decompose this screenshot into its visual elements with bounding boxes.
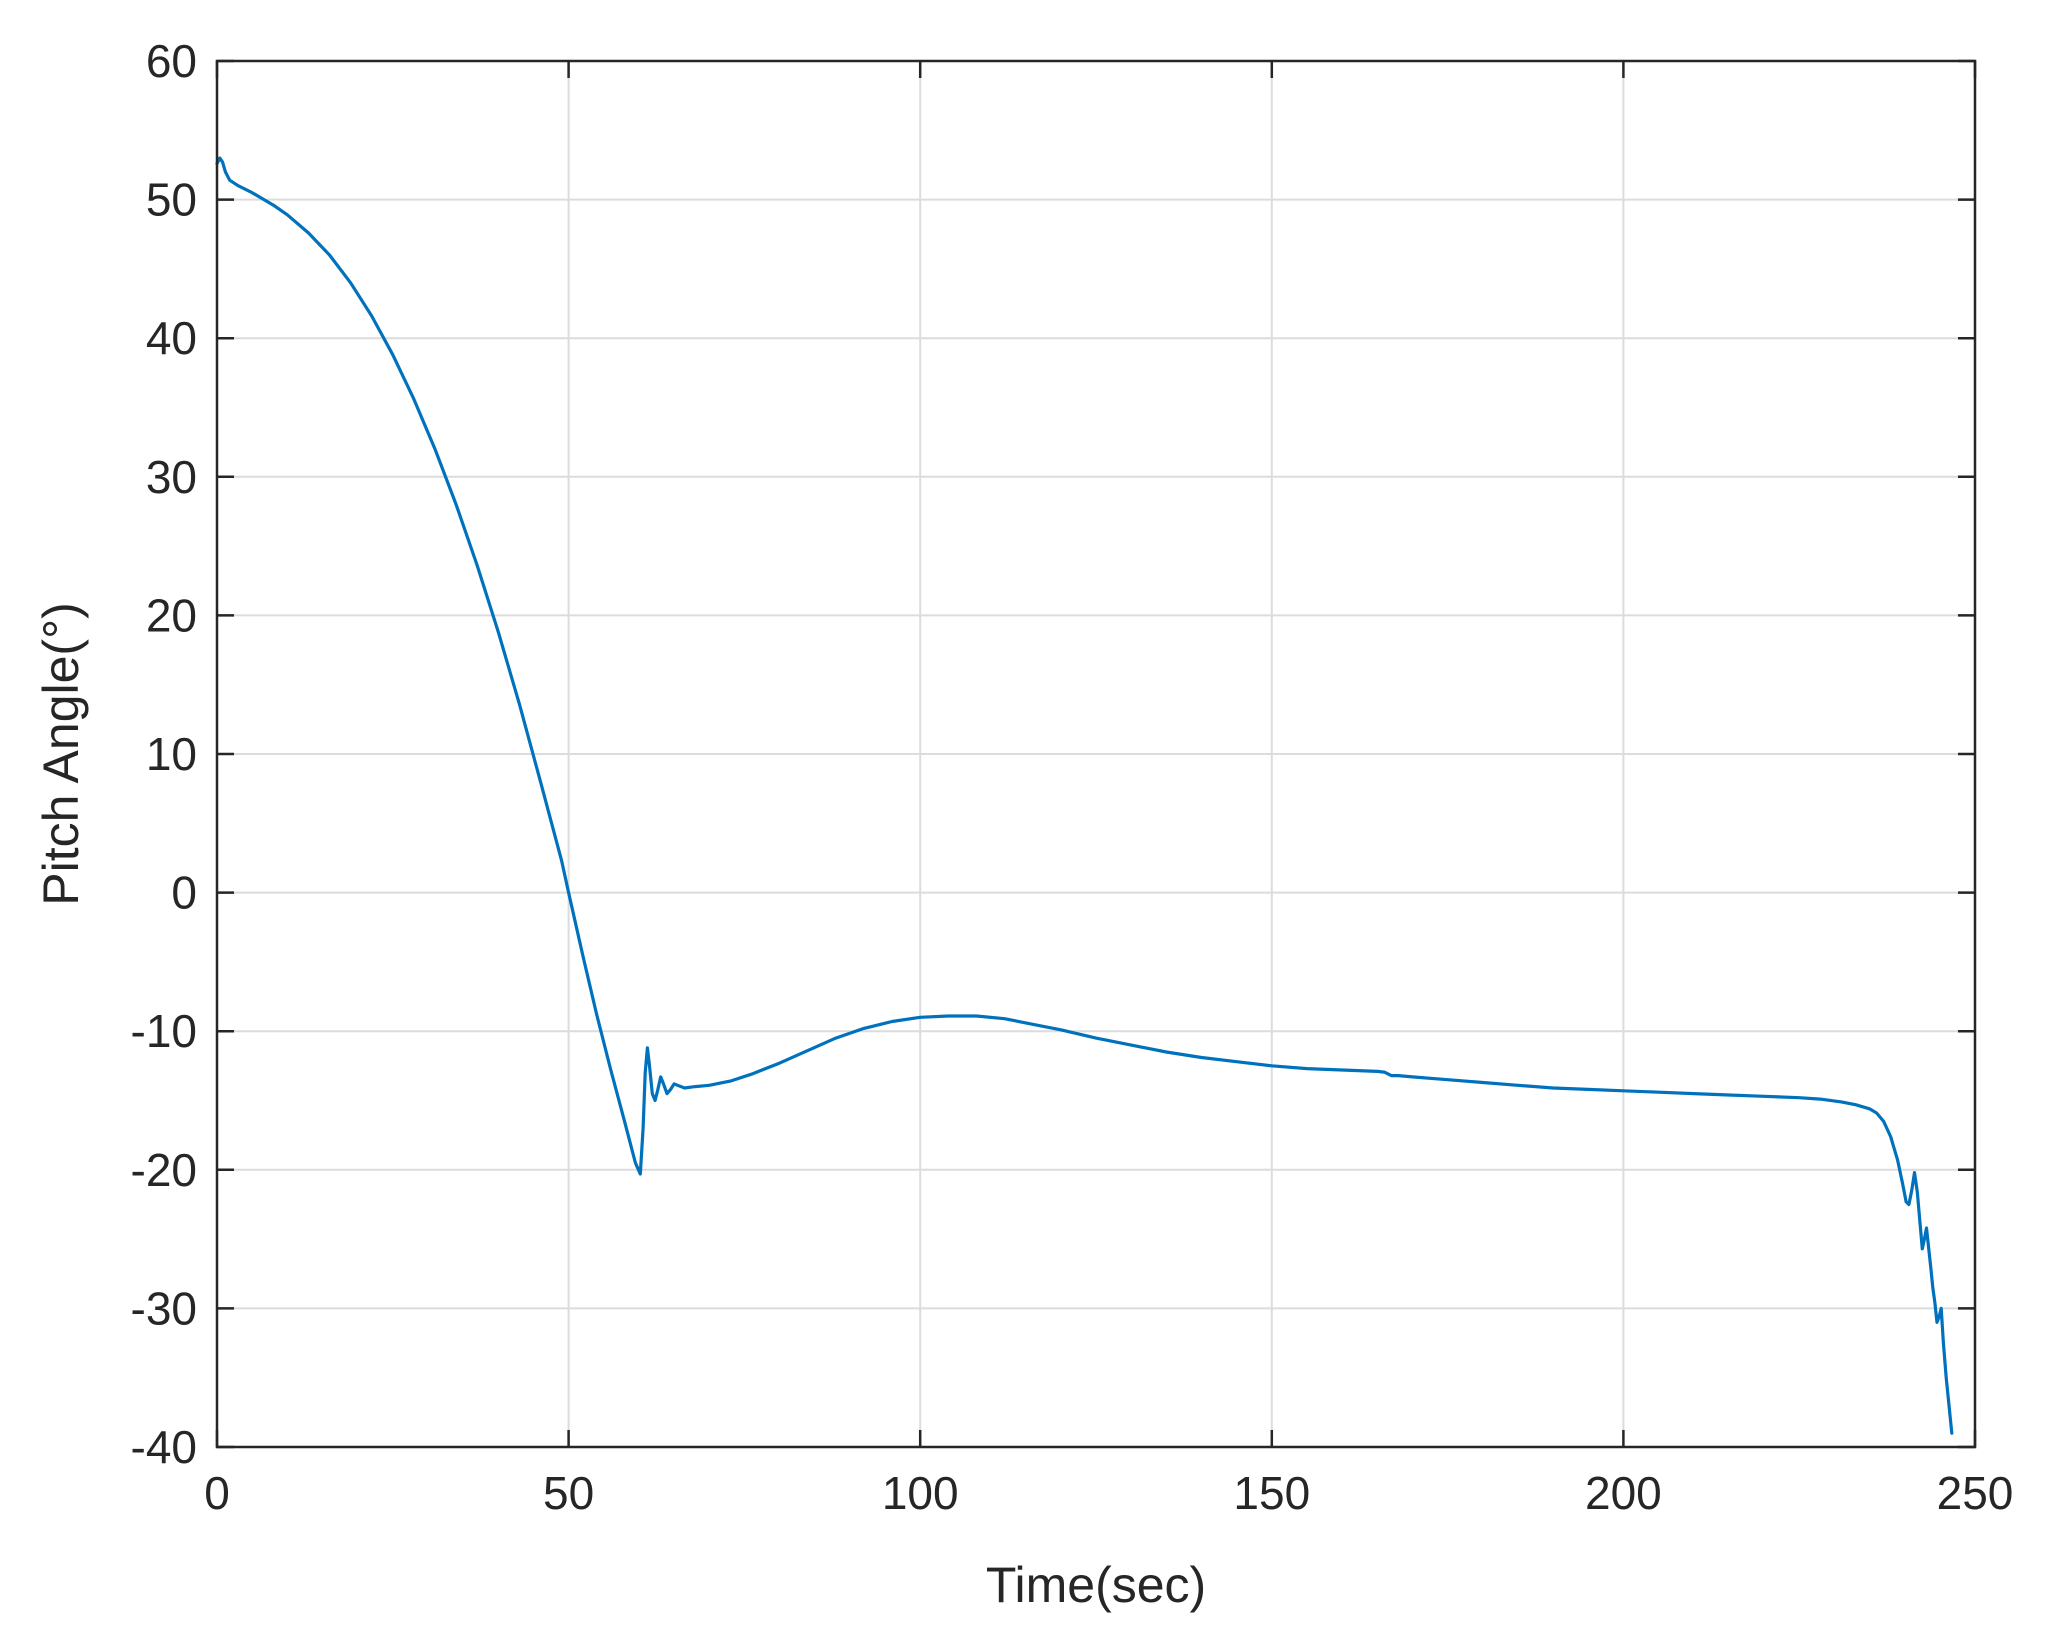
x-tick-label: 200 <box>1585 1467 1662 1519</box>
x-tick-label: 0 <box>204 1467 230 1519</box>
x-tick-label: 50 <box>543 1467 594 1519</box>
x-tick-label: 100 <box>882 1467 959 1519</box>
y-tick-label: -40 <box>131 1421 197 1473</box>
y-tick-label: -10 <box>131 1005 197 1057</box>
x-axis-label: Time(sec) <box>986 1557 1206 1613</box>
y-tick-label: 40 <box>146 312 197 364</box>
y-tick-label: 50 <box>146 174 197 226</box>
y-tick-label: 30 <box>146 451 197 503</box>
series-line <box>215 156 1954 1435</box>
y-tick-label: 20 <box>146 589 197 641</box>
data-lines <box>215 156 1954 1435</box>
plot-area <box>215 59 1977 1449</box>
x-tick-labels: 0 50 100 150 200 250 <box>204 1467 2013 1519</box>
y-tick-label: 60 <box>146 35 197 87</box>
y-axis-label: Pitch Angle(°) <box>33 602 89 905</box>
y-tick-label: 10 <box>146 728 197 780</box>
x-tick-label: 250 <box>1937 1467 2014 1519</box>
tick-marks <box>215 59 1977 1449</box>
y-tick-label: 0 <box>171 867 197 919</box>
grid-lines <box>217 61 1975 1447</box>
y-tick-labels: -40 -30 -20 -10 0 10 20 30 40 50 60 <box>131 35 197 1473</box>
y-tick-label: -30 <box>131 1282 197 1334</box>
y-tick-label: -20 <box>131 1144 197 1196</box>
x-tick-label: 150 <box>1233 1467 1310 1519</box>
